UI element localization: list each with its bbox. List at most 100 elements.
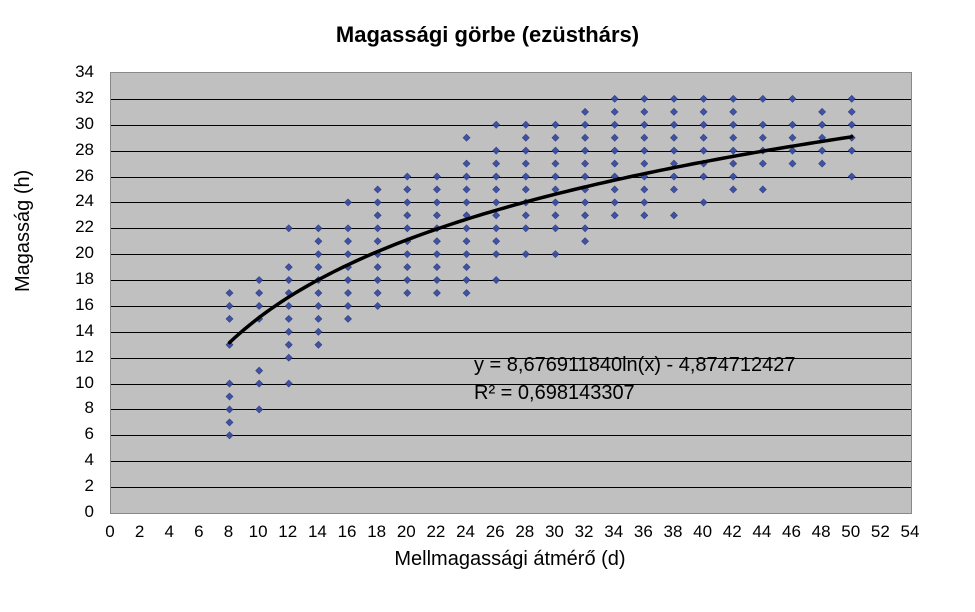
data-point xyxy=(345,290,352,297)
x-tick-label: 14 xyxy=(308,522,327,542)
data-point xyxy=(552,173,559,180)
x-tick-label: 42 xyxy=(723,522,742,542)
data-point xyxy=(611,108,618,115)
plot-area xyxy=(110,72,912,514)
data-point xyxy=(641,186,648,193)
data-point xyxy=(641,199,648,206)
data-point xyxy=(700,121,707,128)
data-point xyxy=(582,134,589,141)
data-point xyxy=(582,108,589,115)
data-point xyxy=(404,251,411,258)
data-point xyxy=(700,199,707,206)
data-point xyxy=(522,134,529,141)
data-point xyxy=(670,134,677,141)
data-point xyxy=(670,212,677,219)
data-point xyxy=(226,432,233,439)
data-point xyxy=(345,225,352,232)
data-point xyxy=(345,238,352,245)
data-point xyxy=(493,251,500,258)
data-point xyxy=(759,121,766,128)
data-point xyxy=(315,238,322,245)
data-point xyxy=(285,341,292,348)
data-point xyxy=(404,186,411,193)
data-point xyxy=(700,147,707,154)
data-point xyxy=(522,173,529,180)
y-tick-label: 8 xyxy=(34,398,94,418)
data-point xyxy=(285,328,292,335)
data-point xyxy=(433,199,440,206)
x-tick-label: 28 xyxy=(515,522,534,542)
data-point xyxy=(582,173,589,180)
data-point xyxy=(700,95,707,102)
data-point xyxy=(374,199,381,206)
data-point xyxy=(226,406,233,413)
data-point xyxy=(463,290,470,297)
data-point xyxy=(700,108,707,115)
x-tick-label: 36 xyxy=(634,522,653,542)
data-point xyxy=(759,95,766,102)
data-point xyxy=(285,380,292,387)
x-tick-label: 20 xyxy=(397,522,416,542)
data-point xyxy=(345,251,352,258)
data-point xyxy=(670,173,677,180)
data-point xyxy=(433,238,440,245)
data-point xyxy=(256,290,263,297)
x-tick-label: 46 xyxy=(782,522,801,542)
data-point xyxy=(226,315,233,322)
y-tick-label: 26 xyxy=(34,166,94,186)
data-point xyxy=(256,302,263,309)
x-tick-label: 2 xyxy=(135,522,144,542)
x-tick-label: 48 xyxy=(812,522,831,542)
y-tick-label: 16 xyxy=(34,295,94,315)
data-point xyxy=(374,225,381,232)
chart-annotation: R² = 0,698143307 xyxy=(474,382,635,405)
x-tick-label: 22 xyxy=(426,522,445,542)
data-point xyxy=(582,212,589,219)
data-point xyxy=(493,277,500,284)
data-point xyxy=(374,264,381,271)
x-tick-label: 32 xyxy=(575,522,594,542)
data-point xyxy=(285,264,292,271)
x-tick-label: 16 xyxy=(338,522,357,542)
data-point xyxy=(730,173,737,180)
data-point xyxy=(345,277,352,284)
data-point xyxy=(611,186,618,193)
data-point xyxy=(819,147,826,154)
trendline xyxy=(230,137,852,343)
data-point xyxy=(641,108,648,115)
data-point xyxy=(552,199,559,206)
x-tick-label: 6 xyxy=(194,522,203,542)
data-point xyxy=(404,199,411,206)
chart-svg xyxy=(111,73,911,513)
data-point xyxy=(522,212,529,219)
data-point xyxy=(493,199,500,206)
data-point xyxy=(522,225,529,232)
data-point xyxy=(670,121,677,128)
data-point xyxy=(730,121,737,128)
x-tick-label: 30 xyxy=(545,522,564,542)
x-tick-label: 50 xyxy=(841,522,860,542)
x-axis-labels: 0246810121416182022242628303234363840424… xyxy=(110,516,910,544)
data-point xyxy=(611,160,618,167)
y-axis-labels: 0246810121416182022242628303234 xyxy=(0,72,102,512)
data-point xyxy=(700,134,707,141)
data-point xyxy=(700,173,707,180)
data-point xyxy=(463,251,470,258)
x-tick-label: 40 xyxy=(693,522,712,542)
x-tick-label: 54 xyxy=(901,522,920,542)
x-tick-label: 8 xyxy=(224,522,233,542)
data-point xyxy=(404,173,411,180)
data-point xyxy=(730,160,737,167)
data-point xyxy=(730,147,737,154)
data-point xyxy=(493,238,500,245)
x-tick-label: 52 xyxy=(871,522,890,542)
y-tick-label: 34 xyxy=(34,62,94,82)
x-tick-label: 10 xyxy=(249,522,268,542)
data-point xyxy=(611,147,618,154)
y-tick-label: 10 xyxy=(34,373,94,393)
data-point xyxy=(730,95,737,102)
y-tick-label: 28 xyxy=(34,140,94,160)
data-point xyxy=(611,212,618,219)
y-tick-label: 18 xyxy=(34,269,94,289)
data-point xyxy=(463,264,470,271)
